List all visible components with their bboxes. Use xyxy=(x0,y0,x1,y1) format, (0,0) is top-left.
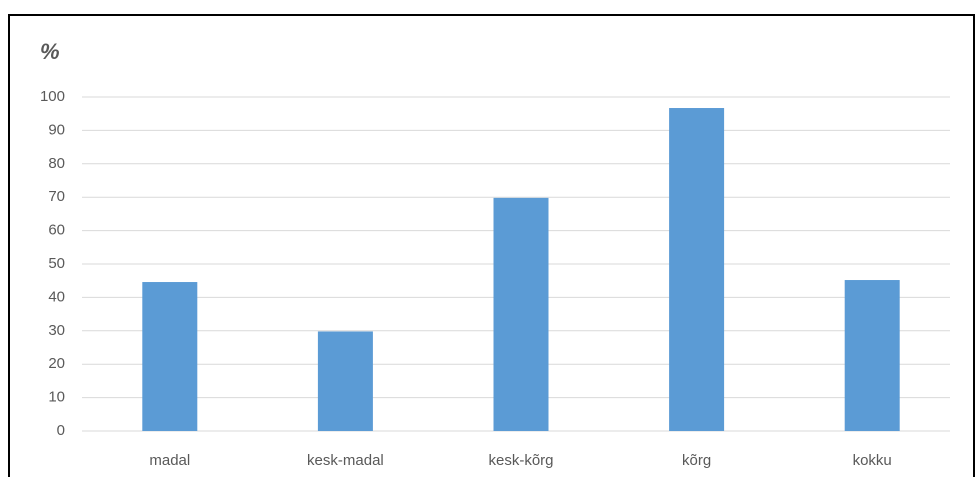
y-tick-label: 40 xyxy=(48,288,65,305)
bar xyxy=(317,331,373,431)
bar xyxy=(142,282,198,431)
x-tick-label: madal xyxy=(149,452,190,469)
x-tick-label: kesk-kõrg xyxy=(488,452,553,469)
y-tick-label: 100 xyxy=(40,88,65,105)
y-tick-label: 50 xyxy=(48,255,65,272)
x-tick-label: kesk-madal xyxy=(307,452,384,469)
bar xyxy=(493,197,549,431)
y-tick-label: 60 xyxy=(48,222,65,239)
bar xyxy=(844,280,900,431)
bar xyxy=(669,108,725,431)
y-tick-label: 0 xyxy=(57,422,65,439)
x-tick-label: kõrg xyxy=(682,452,711,469)
y-tick-label: 20 xyxy=(48,355,65,372)
x-tick-label: kokku xyxy=(853,452,892,469)
y-tick-label: 80 xyxy=(48,155,65,172)
y-tick-label: 70 xyxy=(48,188,65,205)
y-tick-label: 10 xyxy=(48,389,65,406)
y-tick-label: 90 xyxy=(48,121,65,138)
y-axis-label: % xyxy=(40,39,60,64)
y-tick-label: 30 xyxy=(48,322,65,339)
